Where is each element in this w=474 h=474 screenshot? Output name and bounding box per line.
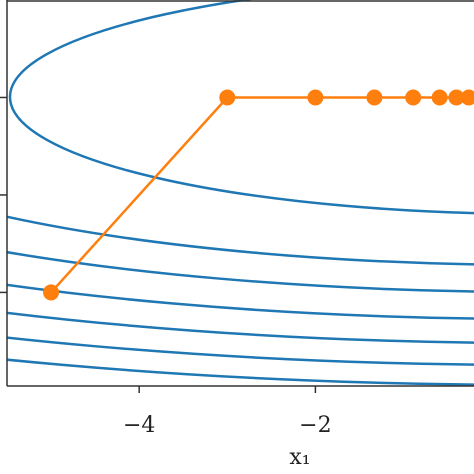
- x-tick-label: −2: [299, 413, 331, 438]
- contours: [7, 0, 474, 386]
- point: [366, 89, 383, 106]
- contour: [7, 311, 474, 344]
- x-tick-label: −4: [123, 413, 155, 438]
- point: [431, 89, 448, 106]
- contour: [7, 250, 474, 293]
- point: [43, 284, 60, 301]
- point: [307, 89, 324, 106]
- point: [448, 89, 465, 106]
- point: [460, 89, 474, 106]
- contour: [8, 0, 474, 215]
- contour: [7, 336, 474, 366]
- point: [405, 89, 422, 106]
- x-axis-label: x₁: [289, 445, 310, 470]
- point: [219, 89, 236, 106]
- contour: [7, 215, 474, 266]
